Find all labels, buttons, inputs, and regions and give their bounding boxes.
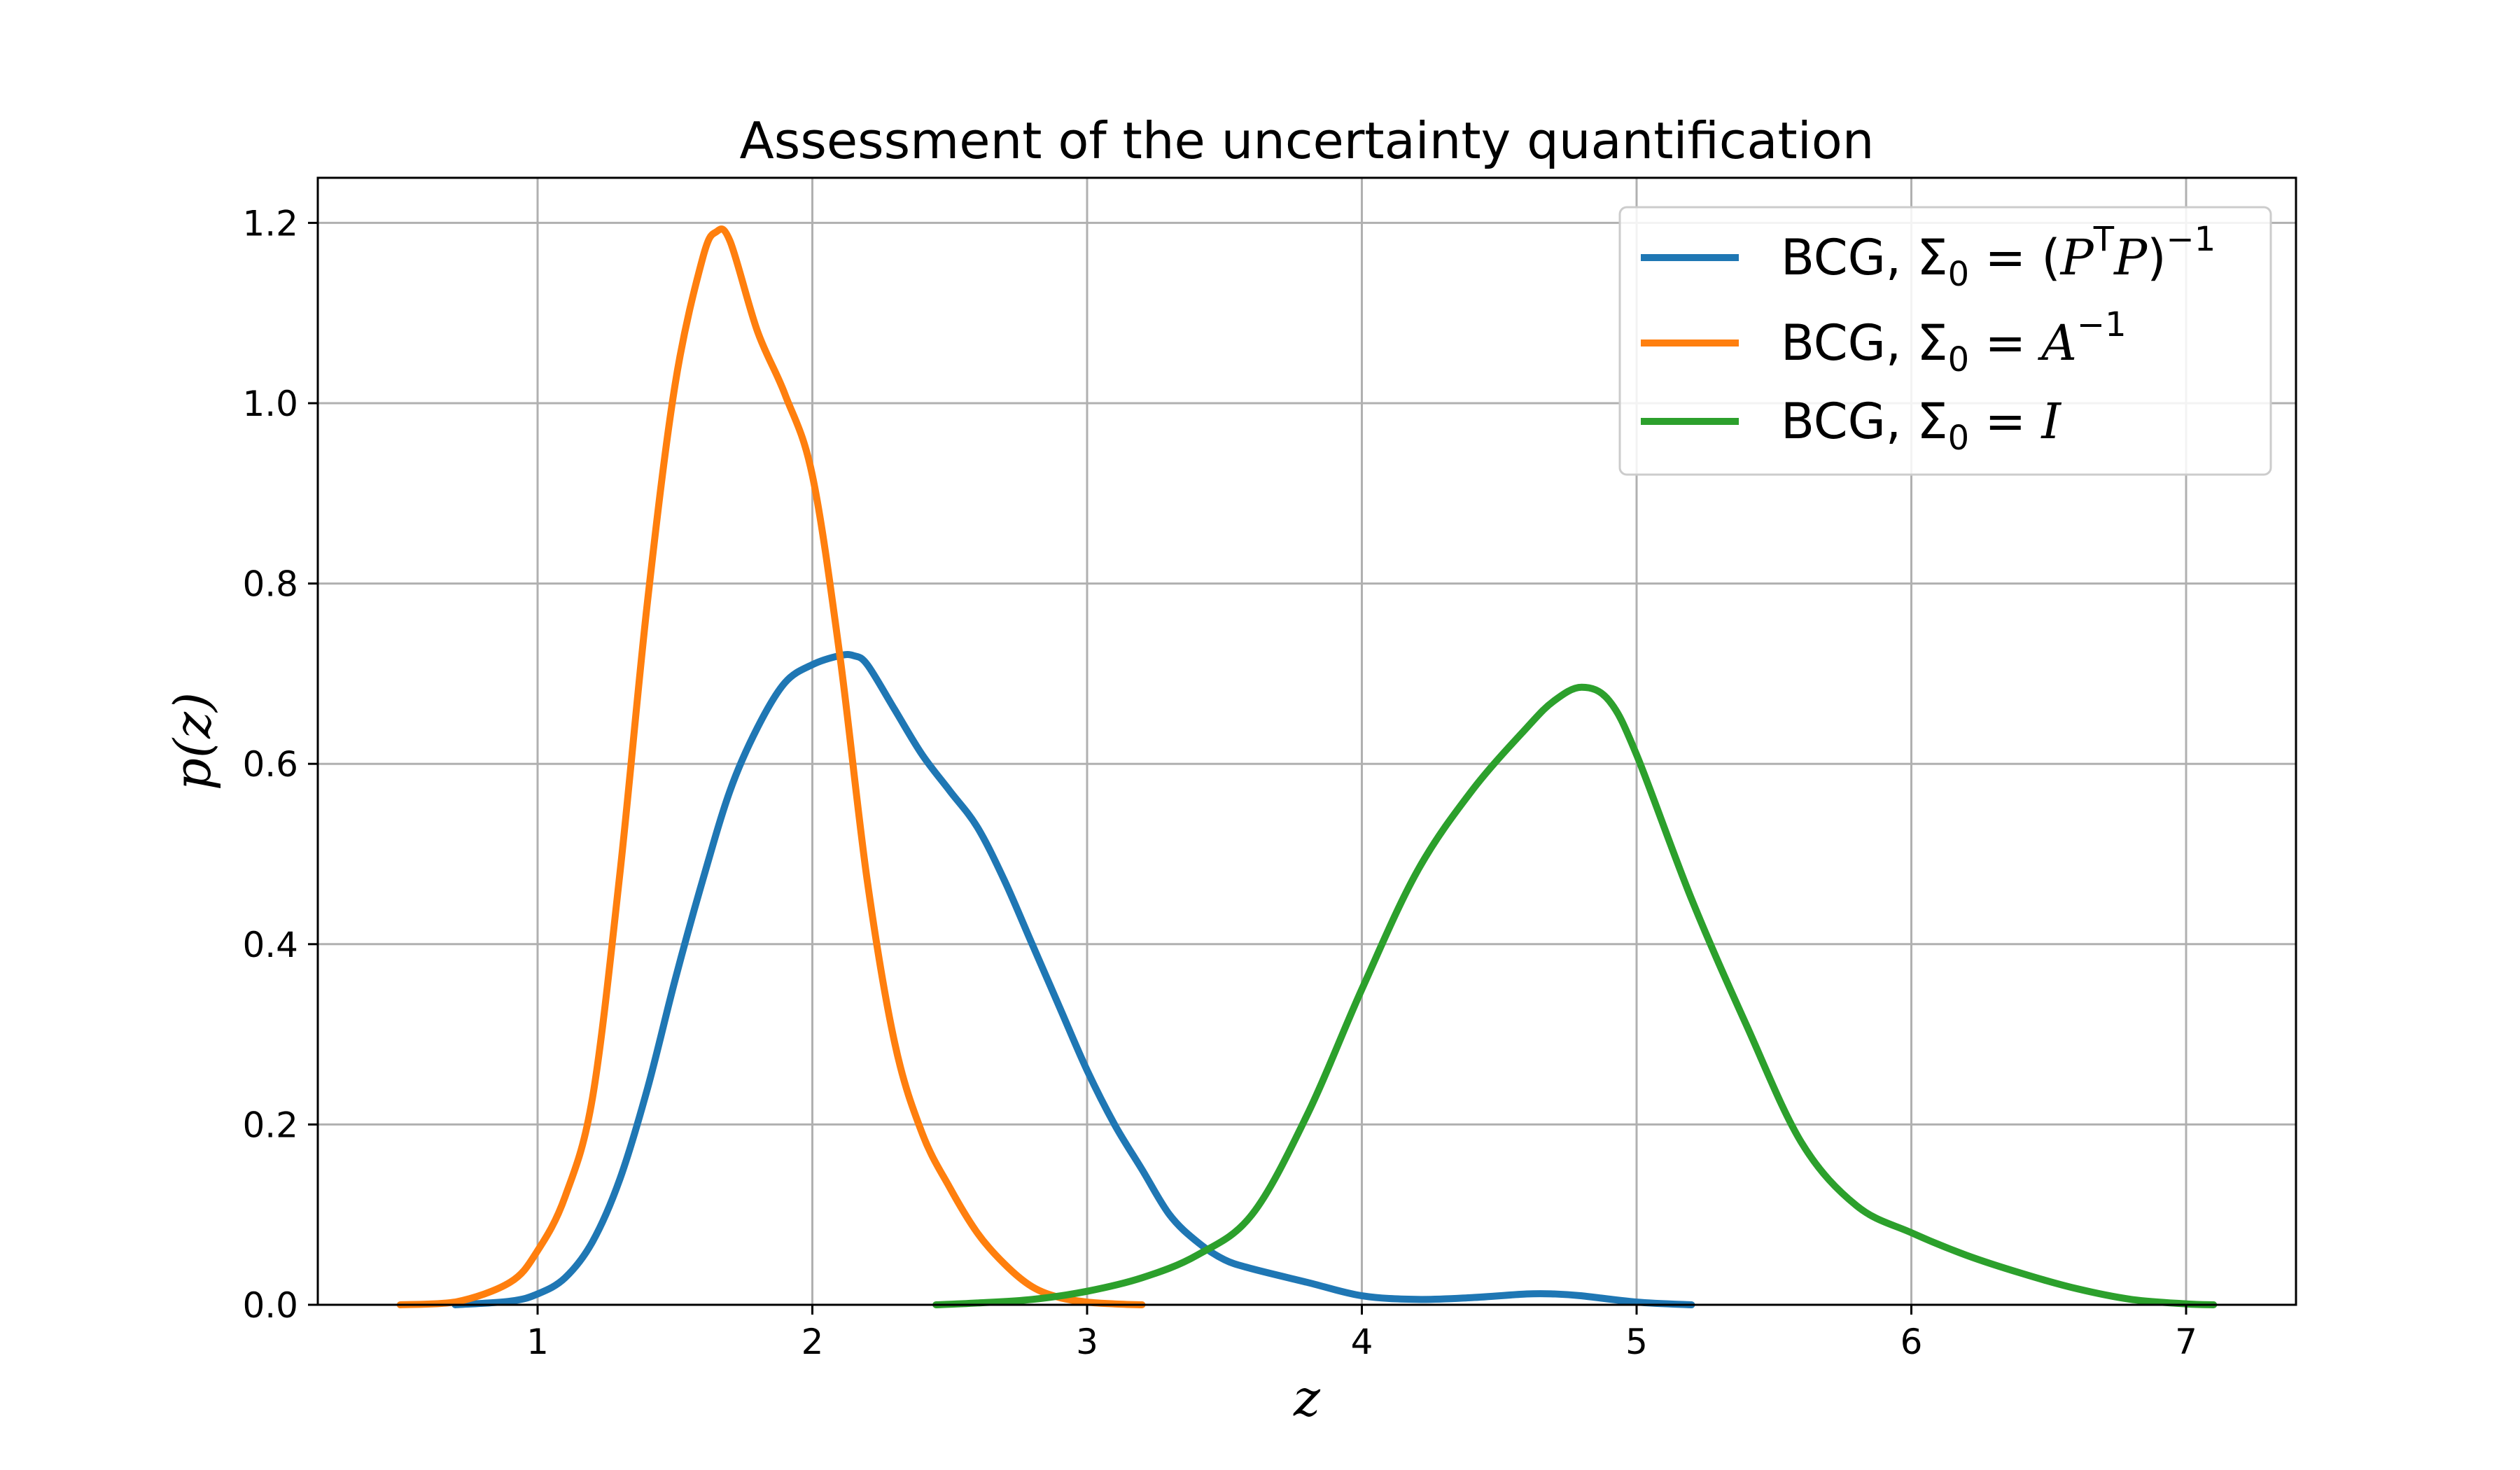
- y-tick-label: 0.8: [242, 564, 298, 605]
- legend-label-pt-p-inverse: BCG, Σ0 = (PTP)−1: [1781, 220, 2216, 294]
- x-tick-label: 1: [526, 1322, 549, 1362]
- legend-part-sub: 0: [1948, 419, 1970, 458]
- legend-part-var1: I: [2040, 393, 2062, 450]
- y-axis-label: p(z): [163, 692, 222, 790]
- x-tick-label: 5: [1625, 1322, 1648, 1362]
- chart-title: Assessment of the uncertainty quantifica…: [740, 111, 1875, 170]
- series-lines: [396, 225, 2218, 1308]
- y-tick-label: 0.6: [242, 744, 298, 785]
- series-line-pt-p-inverse: [451, 651, 1695, 1308]
- legend-part-prefix: BCG,: [1781, 314, 1917, 372]
- y-tick-label: 1.2: [242, 203, 298, 244]
- legend-part-sigma: Σ: [1917, 314, 1947, 372]
- series-line-a-inverse: [396, 225, 1146, 1308]
- legend-part-sigma: Σ: [1917, 229, 1947, 286]
- legend-part-eq: =: [1969, 314, 2041, 372]
- x-tick-label: 2: [802, 1322, 824, 1362]
- legend-label-identity: BCG, Σ0 = I: [1781, 393, 2062, 458]
- legend-part-sub: 0: [1948, 340, 1970, 379]
- legend-frame: [1618, 206, 2272, 476]
- legend-label-a-inverse: BCG, Σ0 = A−1: [1781, 305, 2127, 379]
- legend-part-sup2: −1: [2166, 220, 2216, 259]
- legend-part-close: ): [2147, 229, 2166, 286]
- series-line-identity: [932, 683, 2218, 1308]
- x-tick-label: 4: [1351, 1322, 1373, 1362]
- legend-part-sigma: Σ: [1917, 393, 1947, 450]
- legend-part-sup1: T: [2093, 220, 2115, 259]
- x-tick-label: 3: [1076, 1322, 1098, 1362]
- axis-ticks: 1 2 3 4 5 6 7 0.0 0.2 0.4 0.6 0.8 1.0 1.2: [242, 203, 2197, 1362]
- legend-part-eq: =: [1969, 393, 2041, 450]
- y-tick-label: 1.0: [242, 384, 298, 424]
- y-tick-label: 0.0: [242, 1285, 298, 1326]
- legend-part-var2: P: [2113, 229, 2148, 286]
- legend-part-var1: A: [2037, 314, 2077, 372]
- plot-frame: [316, 176, 2297, 1306]
- y-tick-label: 0.2: [242, 1105, 298, 1145]
- y-tick-label: 0.4: [242, 925, 298, 965]
- legend-part-prefix: BCG,: [1781, 229, 1917, 286]
- legend-part-sup1: −1: [2077, 305, 2127, 344]
- legend-part-sub: 0: [1948, 255, 1970, 294]
- legend-part-prefix: BCG,: [1781, 393, 1917, 450]
- x-tick-label: 6: [1900, 1322, 1923, 1362]
- legend-part-var1: P: [2059, 229, 2095, 286]
- x-tick-label: 7: [2175, 1322, 2197, 1362]
- x-axis-label: z: [1293, 1368, 1321, 1427]
- legend-part-eq: = (: [1969, 229, 2060, 286]
